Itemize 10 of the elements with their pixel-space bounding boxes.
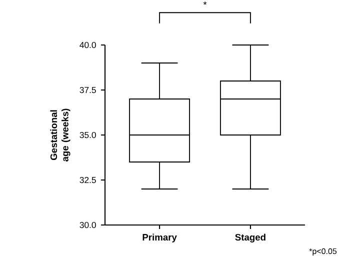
y-axis-title: Gestational age (weeks) xyxy=(50,108,70,162)
y-tick-label: 35.0 xyxy=(80,132,96,138)
x-tick-label: Staged xyxy=(235,234,266,242)
y-tick-label: 30.0 xyxy=(80,222,96,228)
y-tick-label: 32.5 xyxy=(80,176,96,184)
x-tick-label: Primary xyxy=(142,234,177,242)
text: * xyxy=(203,1,207,5)
y-tick-label: 40.0 xyxy=(80,42,96,48)
y-tick-label: 37.5 xyxy=(80,86,96,94)
text: *p<0.05 xyxy=(309,248,337,256)
